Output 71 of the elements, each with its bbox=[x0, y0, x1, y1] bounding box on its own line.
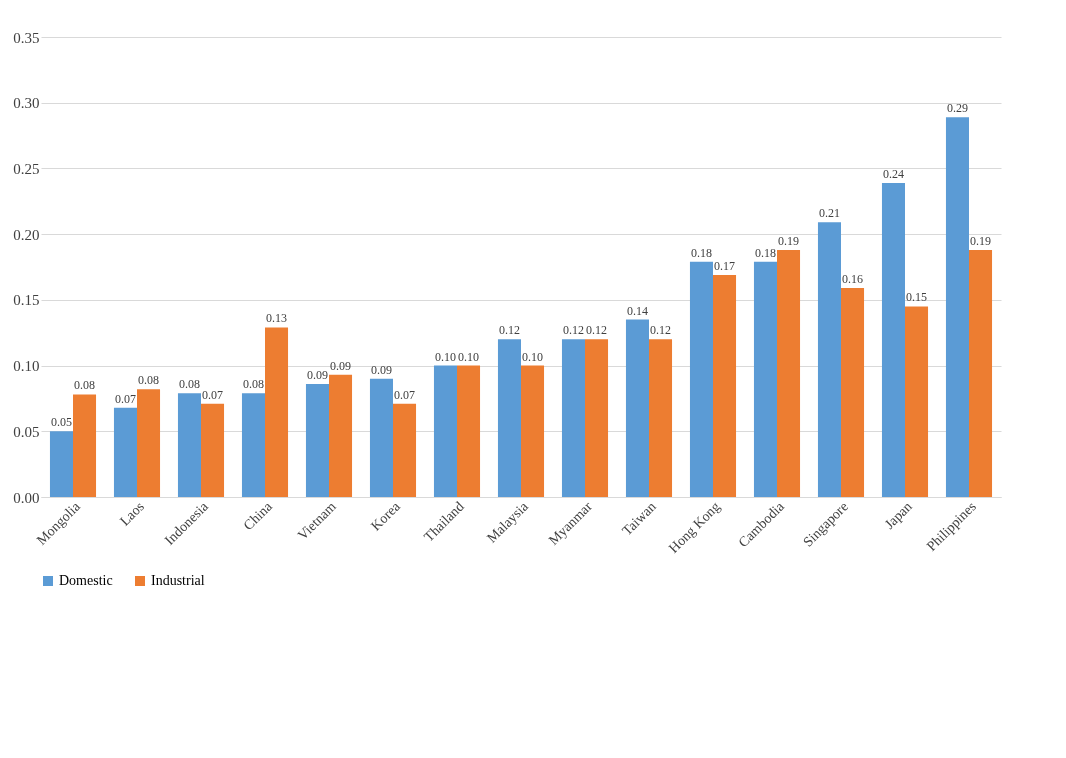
y-tick-label: 0.00 bbox=[13, 489, 40, 506]
data-label: 0.16 bbox=[842, 272, 864, 287]
bar bbox=[969, 249, 993, 497]
bar bbox=[777, 249, 801, 497]
bar bbox=[881, 182, 905, 497]
data-label: 0.29 bbox=[946, 101, 968, 116]
data-label: 0.24 bbox=[882, 166, 904, 181]
data-label: 0.08 bbox=[178, 377, 200, 392]
data-label: 0.08 bbox=[242, 377, 264, 392]
data-label: 0.12 bbox=[586, 323, 608, 338]
bar bbox=[497, 339, 521, 497]
bar bbox=[241, 393, 265, 497]
bar bbox=[585, 339, 609, 497]
data-label: 0.07 bbox=[114, 391, 136, 406]
data-label: 0.10 bbox=[458, 349, 480, 364]
y-tick-label: 0.05 bbox=[13, 423, 40, 440]
bar bbox=[369, 378, 393, 497]
data-label: 0.12 bbox=[562, 323, 584, 338]
bar bbox=[817, 222, 841, 497]
data-label: 0.07 bbox=[394, 387, 416, 402]
bar bbox=[137, 389, 161, 497]
data-label: 0.19 bbox=[970, 233, 992, 248]
data-label: 0.09 bbox=[306, 367, 328, 382]
data-label: 0.18 bbox=[690, 245, 712, 260]
data-label: 0.10 bbox=[434, 349, 456, 364]
data-label: 0.10 bbox=[522, 349, 544, 364]
data-label: 0.09 bbox=[370, 362, 392, 377]
bar bbox=[561, 339, 585, 497]
bar bbox=[753, 261, 777, 497]
bar bbox=[201, 403, 225, 497]
bar bbox=[457, 365, 481, 497]
bar bbox=[625, 319, 649, 497]
y-tick-label: 0.35 bbox=[13, 29, 40, 46]
data-label: 0.13 bbox=[266, 311, 288, 326]
bar bbox=[393, 403, 417, 497]
bar bbox=[329, 374, 353, 497]
bar bbox=[945, 117, 969, 497]
legend-label: Industrial bbox=[151, 573, 205, 588]
bar bbox=[649, 339, 673, 497]
data-label: 0.19 bbox=[778, 233, 800, 248]
bar bbox=[113, 407, 137, 497]
bar bbox=[73, 394, 97, 497]
data-label: 0.05 bbox=[50, 415, 72, 430]
data-label: 0.08 bbox=[138, 373, 160, 388]
y-tick-label: 0.10 bbox=[13, 358, 40, 375]
y-tick-label: 0.30 bbox=[13, 95, 40, 112]
data-label: 0.18 bbox=[754, 245, 776, 260]
data-label: 0.12 bbox=[498, 323, 520, 338]
data-label: 0.15 bbox=[906, 290, 928, 305]
bar bbox=[265, 327, 289, 497]
bar bbox=[841, 288, 865, 497]
bar bbox=[433, 365, 457, 497]
data-label: 0.12 bbox=[650, 323, 672, 338]
data-label: 0.21 bbox=[818, 206, 840, 221]
data-label: 0.09 bbox=[330, 358, 352, 373]
data-label: 0.14 bbox=[626, 303, 648, 318]
data-label: 0.07 bbox=[202, 387, 224, 402]
bar bbox=[49, 431, 73, 497]
legend-label: Domestic bbox=[59, 573, 113, 588]
bar bbox=[177, 393, 201, 497]
bar bbox=[521, 365, 545, 497]
data-label: 0.08 bbox=[74, 378, 96, 393]
bar bbox=[713, 274, 737, 497]
y-tick-label: 0.25 bbox=[13, 160, 40, 177]
bar bbox=[905, 306, 929, 497]
bar bbox=[305, 383, 329, 497]
x-tick-label: Laos bbox=[117, 498, 147, 529]
y-tick-label: 0.20 bbox=[13, 226, 40, 243]
bar bbox=[689, 261, 713, 497]
data-label: 0.17 bbox=[714, 258, 736, 273]
y-tick-label: 0.15 bbox=[13, 292, 40, 309]
